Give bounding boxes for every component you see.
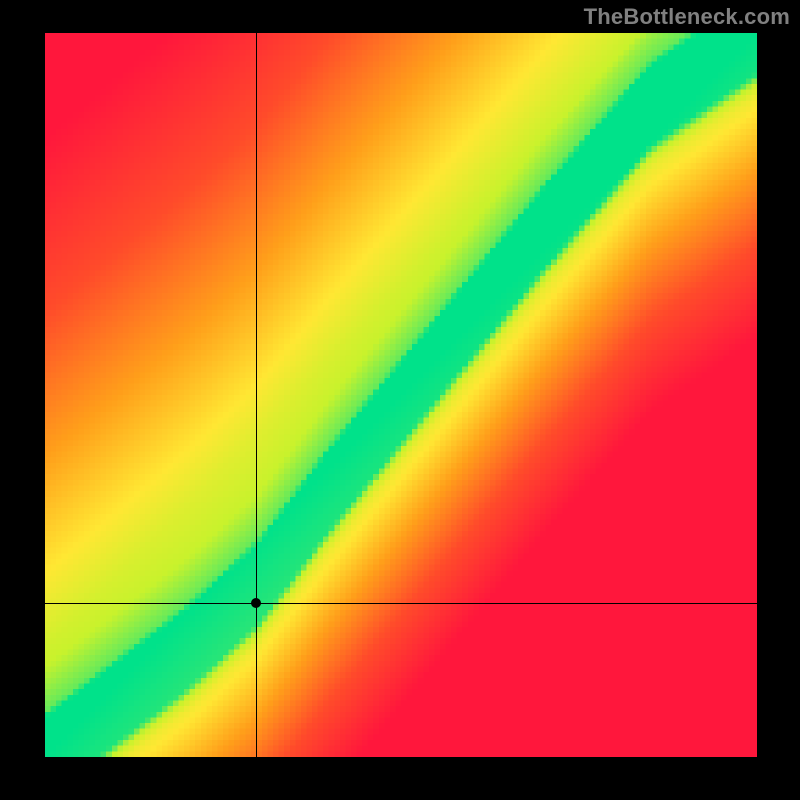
chart-container: TheBottleneck.com	[0, 0, 800, 800]
crosshair-point	[251, 598, 261, 608]
crosshair-vertical	[256, 33, 257, 757]
watermark-text: TheBottleneck.com	[584, 4, 790, 30]
crosshair-horizontal	[45, 603, 757, 604]
bottleneck-heatmap	[45, 33, 757, 757]
